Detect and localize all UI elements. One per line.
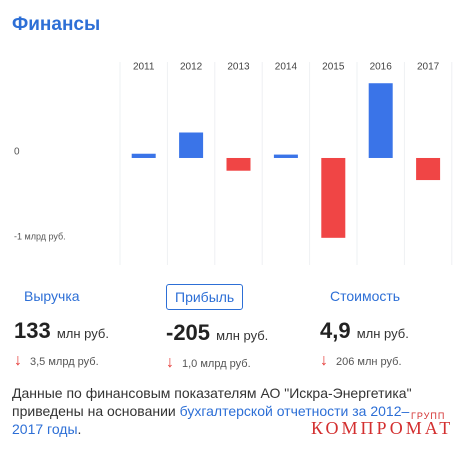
- watermark-small: ГРУПП: [411, 411, 446, 421]
- metric-value: 4,9: [320, 318, 351, 343]
- metric-value: 133: [14, 318, 51, 343]
- bar: [273, 154, 298, 158]
- metric-tab[interactable]: Стоимость: [330, 288, 401, 304]
- title: Финансы: [12, 14, 100, 35]
- metric-unit: млн руб.: [56, 326, 109, 341]
- x-label-bg: [171, 60, 212, 72]
- x-tick-label: 2017: [417, 62, 440, 73]
- metric-change: 206 млн руб.: [336, 356, 402, 368]
- note-end: .: [77, 421, 82, 437]
- x-label-bg: [313, 60, 354, 72]
- arrow-down: ↓: [320, 352, 328, 369]
- arrow-down: ↓: [166, 354, 174, 371]
- x-tick-label: 2012: [180, 62, 203, 73]
- x-label-bg: [360, 60, 401, 72]
- bar: [416, 157, 441, 181]
- x-label-bg: [218, 60, 259, 72]
- chart: Финансы -1 млрд руб. 0 2011 2012 2013 2014 201…: [12, 14, 453, 265]
- x-label-bg: [408, 60, 449, 72]
- x-tick-label: 2011: [133, 62, 155, 73]
- metric-tab[interactable]: Выручка: [24, 288, 80, 304]
- bar: [179, 132, 204, 158]
- bar: [368, 83, 393, 158]
- x-tick-label: 2014: [275, 62, 298, 73]
- metric-unit: млн руб.: [216, 328, 269, 343]
- arrow-down: ↓: [14, 352, 22, 369]
- x-label-bg: [123, 60, 164, 72]
- x-label-bg: [265, 60, 306, 72]
- bar: [321, 157, 346, 238]
- metric: Прибыль -205 млн руб. ↓ 1,0 млрд руб.: [166, 284, 268, 372]
- metric: Стоимость 4,9 млн руб. ↓ 206 млн руб.: [320, 284, 409, 370]
- note: Данные по финансовым показателям АО "Иск…: [12, 384, 432, 438]
- x-tick-label: 2016: [370, 62, 393, 73]
- metric-tab[interactable]: Прибыль: [166, 284, 244, 310]
- metric-change: 3,5 млрд руб.: [30, 356, 99, 368]
- bar: [131, 153, 156, 158]
- metric-value: -205: [166, 320, 211, 345]
- x-tick-label: 2013: [227, 62, 250, 73]
- y-tick-label: 0: [14, 147, 20, 158]
- metric-unit: млн руб.: [356, 326, 409, 341]
- x-tick-label: 2015: [322, 62, 345, 73]
- metrics: Выручка 133 млн руб. ↓ 3,5 млрд руб. Прибы…: [0, 284, 468, 374]
- note-link[interactable]: бухгалтерской отчетности за 2012–2017 го…: [12, 403, 410, 437]
- y-tick-label: -1 млрд руб.: [14, 231, 66, 241]
- watermark: КОМПРОМАТ: [311, 418, 454, 438]
- note-text: Данные по финансовым показателям АО "Иск…: [12, 385, 412, 419]
- metric-change: 1,0 млрд руб.: [182, 358, 251, 370]
- bar: [226, 157, 251, 171]
- metric: Выручка 133 млн руб. ↓ 3,5 млрд руб.: [14, 284, 109, 370]
